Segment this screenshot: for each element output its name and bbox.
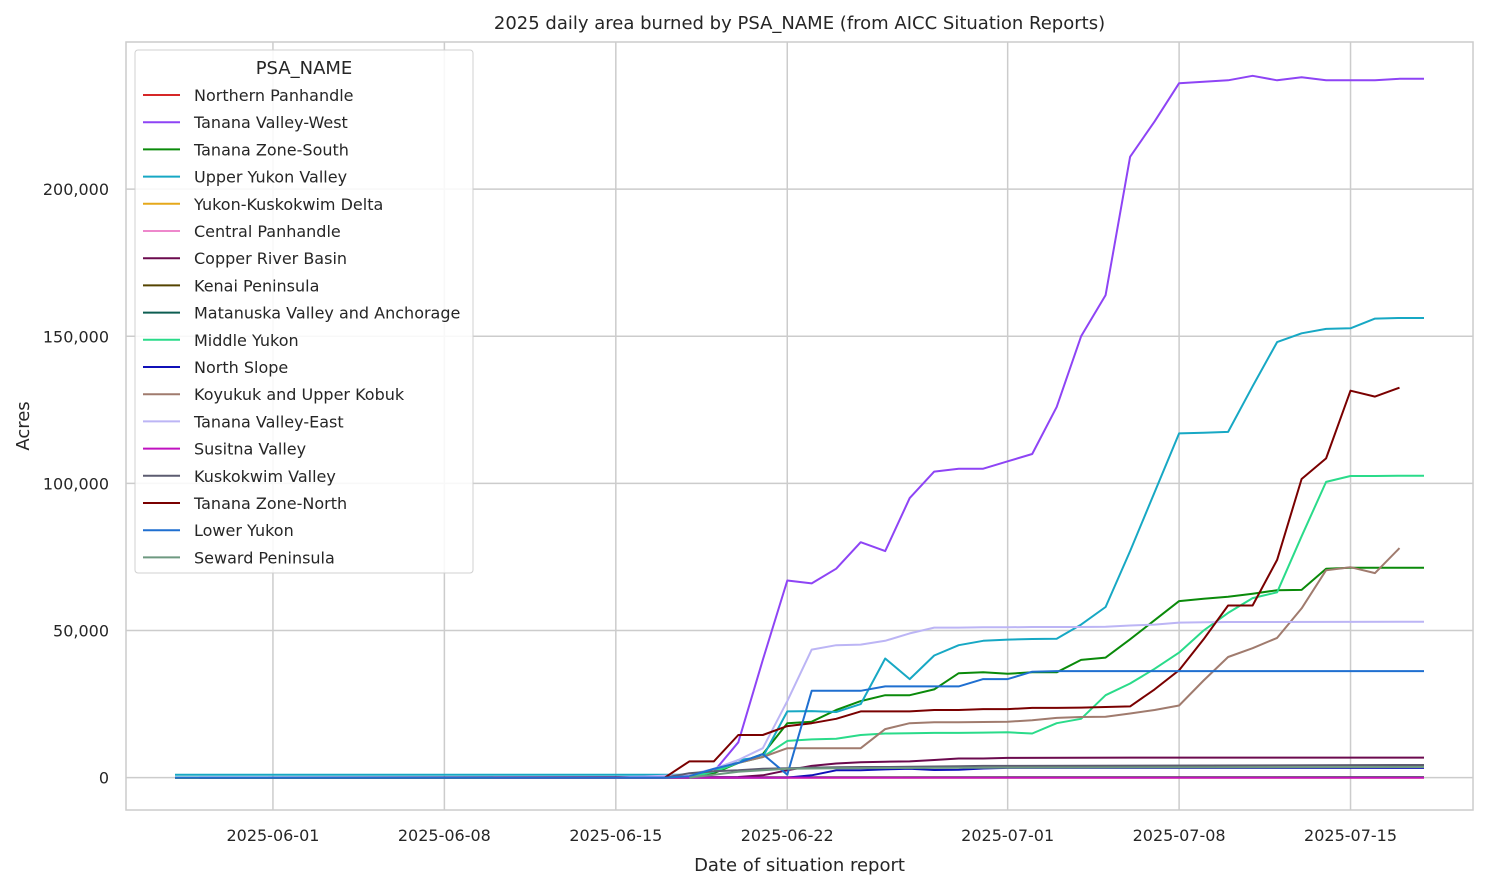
legend-label: Tanana Zone-North bbox=[193, 494, 347, 513]
series-line-3 bbox=[175, 317, 1424, 776]
legend-label: Tanana Valley-West bbox=[193, 113, 348, 132]
legend-label: Kuskokwim Valley bbox=[194, 467, 336, 486]
legend-box bbox=[134, 49, 474, 574]
x-tick-label: 2025-07-15 bbox=[1304, 826, 1397, 845]
series-line-9 bbox=[175, 474, 1424, 779]
y-tick-label: 200,000 bbox=[43, 180, 109, 199]
legend-label: Central Panhandle bbox=[194, 222, 341, 241]
legend-label: Tanana Valley-East bbox=[193, 412, 344, 431]
series-line-1 bbox=[175, 74, 1424, 779]
legend-title: PSA_NAME bbox=[256, 58, 353, 79]
plot-frame bbox=[125, 41, 1474, 811]
legend-label: Tanana Zone-South bbox=[193, 140, 349, 159]
series-line-17 bbox=[689, 766, 1425, 779]
y-axis-label: Acres bbox=[13, 401, 34, 450]
series-layer bbox=[174, 74, 1425, 779]
legend-label: Susitna Valley bbox=[194, 440, 306, 459]
x-tick-label: 2025-06-15 bbox=[569, 826, 662, 845]
x-tick-label: 2025-06-08 bbox=[398, 826, 491, 845]
y-tick-label: 150,000 bbox=[43, 327, 109, 346]
legend-label: Seward Peninsula bbox=[194, 548, 335, 567]
legend-label: Koyukuk and Upper Kobuk bbox=[194, 385, 405, 404]
legend-label: Northern Panhandle bbox=[194, 86, 354, 105]
series-line-14 bbox=[664, 764, 1425, 779]
x-axis-label: Date of situation report bbox=[694, 855, 905, 876]
legend-label: Yukon-Kuskokwim Delta bbox=[193, 195, 383, 214]
legend-label: Lower Yukon bbox=[194, 521, 294, 540]
x-tick-label: 2025-06-01 bbox=[226, 826, 319, 845]
x-tick-label: 2025-07-08 bbox=[1133, 826, 1226, 845]
legend-label: Upper Yukon Valley bbox=[194, 168, 347, 187]
series-line-12 bbox=[615, 620, 1425, 779]
y-tick-label: 100,000 bbox=[43, 474, 109, 493]
legend: PSA_NAME Northern Panhandle Tanana Valley… bbox=[134, 49, 474, 574]
legend-label: Middle Yukon bbox=[194, 331, 299, 350]
series-line-15 bbox=[664, 386, 1400, 779]
series-line-6 bbox=[174, 756, 1424, 779]
y-tick-label: 50,000 bbox=[53, 622, 109, 641]
x-tick-label: 2025-06-22 bbox=[741, 826, 834, 845]
legend-label: North Slope bbox=[194, 358, 288, 377]
x-tick-label: 2025-07-01 bbox=[961, 826, 1054, 845]
y-tick-labels: 0 50,000 100,000 150,000 200,000 bbox=[43, 180, 109, 788]
series-line-11 bbox=[664, 547, 1401, 779]
legend-label: Kenai Peninsula bbox=[194, 276, 319, 295]
x-tick-labels: 2025-06-01 2025-06-08 2025-06-15 2025-06-22… bbox=[226, 826, 1397, 845]
series-line-16 bbox=[175, 670, 1424, 779]
y-tick-label: 0 bbox=[99, 769, 109, 788]
legend-label: Matanuska Valley and Anchorage bbox=[194, 304, 460, 323]
legend-items: Northern Panhandle Tanana Valley-West Tana… bbox=[143, 86, 460, 567]
chart-title: 2025 daily area burned by PSA_NAME (from… bbox=[494, 13, 1105, 34]
legend-label: Copper River Basin bbox=[194, 249, 347, 268]
